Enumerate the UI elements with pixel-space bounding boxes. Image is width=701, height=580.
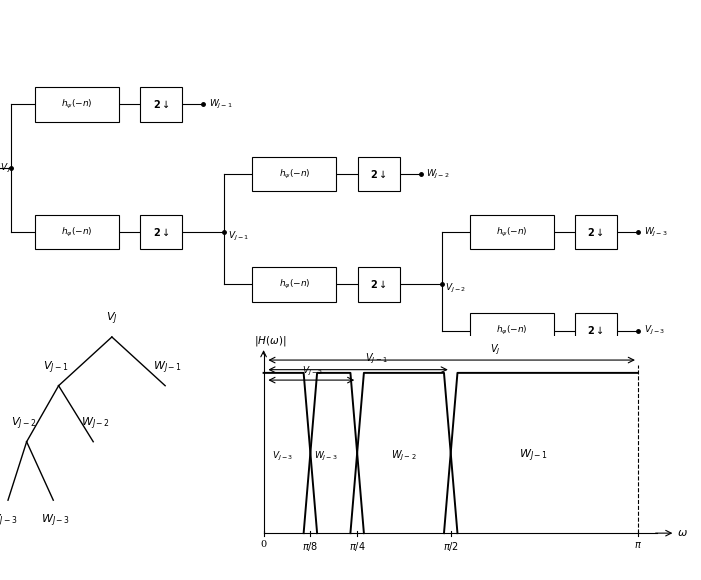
Text: $\mathbf{2}{\downarrow}$: $\mathbf{2}{\downarrow}$	[370, 278, 387, 290]
Text: $W_{J-2}$: $W_{J-2}$	[426, 168, 450, 180]
Text: $W_{J-1}$: $W_{J-1}$	[209, 98, 233, 111]
Text: $\pi/4$: $\pi/4$	[349, 539, 365, 553]
Text: $h_\psi(-n)$: $h_\psi(-n)$	[496, 226, 528, 238]
Text: $V_J$: $V_J$	[491, 342, 501, 357]
Text: $W_{J-2}$: $W_{J-2}$	[391, 449, 416, 463]
Text: 0: 0	[261, 539, 266, 549]
Text: $f(x)\!\in\!V_J$: $f(x)\!\in\!V_J$	[0, 162, 11, 175]
Text: $\mathbf{2}{\downarrow}$: $\mathbf{2}{\downarrow}$	[587, 325, 604, 336]
Text: $W_{J-3}$: $W_{J-3}$	[315, 450, 339, 463]
Text: $h_\psi(-n)$: $h_\psi(-n)$	[61, 98, 93, 111]
Text: $\omega$: $\omega$	[677, 528, 688, 538]
Text: $h_\varphi(-n)$: $h_\varphi(-n)$	[278, 278, 311, 291]
Text: $h_\varphi(-n)$: $h_\varphi(-n)$	[61, 226, 93, 238]
Text: $V_{J-2}$: $V_{J-2}$	[445, 282, 466, 295]
Text: $V_{J-3}$: $V_{J-3}$	[0, 512, 18, 529]
Bar	[575, 313, 617, 348]
Text: $V_J$: $V_J$	[106, 311, 118, 327]
Bar	[358, 157, 400, 191]
Text: $\mathbf{2}{\downarrow}$: $\mathbf{2}{\downarrow}$	[153, 226, 170, 238]
Text: $\pi/2$: $\pi/2$	[443, 539, 458, 553]
Bar	[252, 267, 336, 302]
Text: $V_{J-2}$: $V_{J-2}$	[11, 416, 36, 432]
Bar	[470, 313, 554, 348]
Text: $\mathbf{2}{\downarrow}$: $\mathbf{2}{\downarrow}$	[587, 226, 604, 238]
Text: $W_{J-3}$: $W_{J-3}$	[41, 512, 71, 529]
Text: $\pi/8$: $\pi/8$	[302, 539, 318, 553]
Text: $V_{J-1}$: $V_{J-1}$	[43, 360, 69, 376]
Text: $V_{J-2}$: $V_{J-2}$	[301, 365, 323, 378]
Text: $W_{J-1}$: $W_{J-1}$	[154, 360, 182, 376]
Text: $\pi$: $\pi$	[634, 539, 642, 550]
Bar	[35, 87, 119, 122]
Bar	[140, 87, 182, 122]
Text: $V_{J-1}$: $V_{J-1}$	[365, 352, 387, 367]
Text: $W_{J-1}$: $W_{J-1}$	[519, 448, 547, 465]
Bar	[470, 215, 554, 249]
Text: $h_\psi(-n)$: $h_\psi(-n)$	[278, 168, 311, 180]
Bar	[575, 215, 617, 249]
Text: $W_{J-2}$: $W_{J-2}$	[81, 416, 110, 432]
Text: $h_\varphi(-n)$: $h_\varphi(-n)$	[496, 324, 528, 337]
Bar	[140, 215, 182, 249]
Bar	[252, 157, 336, 191]
Text: $V_{J-1}$: $V_{J-1}$	[228, 230, 249, 243]
Text: $W_{J-3}$: $W_{J-3}$	[644, 226, 667, 238]
Text: $\mathbf{2}{\downarrow}$: $\mathbf{2}{\downarrow}$	[153, 99, 170, 110]
Text: $V_{J-3}$: $V_{J-3}$	[644, 324, 665, 337]
Text: $V_{J-3}$: $V_{J-3}$	[272, 450, 293, 463]
Text: $\mathbf{2}{\downarrow}$: $\mathbf{2}{\downarrow}$	[370, 168, 387, 180]
Bar	[35, 215, 119, 249]
Text: $|H(\omega)|$: $|H(\omega)|$	[254, 334, 287, 348]
Bar	[358, 267, 400, 302]
